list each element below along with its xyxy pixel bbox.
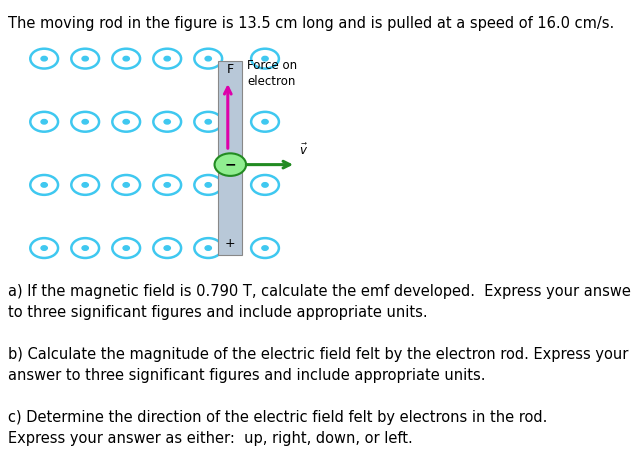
Circle shape [41,183,47,187]
Text: −: − [225,157,236,172]
Circle shape [82,120,88,124]
Circle shape [41,56,47,61]
Text: Force on
electron: Force on electron [247,59,297,87]
Bar [218,61,242,255]
Text: +: + [225,237,235,250]
Circle shape [123,183,129,187]
Circle shape [205,120,211,124]
Circle shape [164,183,170,187]
Text: a) If the magnetic field is 0.790 T, calculate the emf developed.  Express your : a) If the magnetic field is 0.790 T, cal… [8,284,631,320]
Circle shape [262,56,268,61]
Circle shape [164,120,170,124]
Circle shape [262,183,268,187]
Circle shape [205,183,211,187]
Circle shape [164,246,170,250]
Circle shape [215,153,246,176]
Circle shape [205,246,211,250]
Circle shape [123,120,129,124]
Text: c) Determine the direction of the electric field felt by electrons in the rod.
E: c) Determine the direction of the electr… [8,410,548,446]
Circle shape [82,183,88,187]
Circle shape [82,56,88,61]
Circle shape [123,246,129,250]
Text: b) Calculate the magnitude of the electric field felt by the electron rod. Expre: b) Calculate the magnitude of the electr… [8,347,628,383]
Text: $\vec{v}$: $\vec{v}$ [299,143,308,158]
Circle shape [205,56,211,61]
Circle shape [123,56,129,61]
Text: F: F [227,63,234,76]
Circle shape [164,56,170,61]
Circle shape [262,120,268,124]
Circle shape [41,120,47,124]
Text: The moving rod in the figure is 13.5 cm long and is pulled at a speed of 16.0 cm: The moving rod in the figure is 13.5 cm … [8,16,615,31]
Circle shape [82,246,88,250]
Circle shape [41,246,47,250]
Circle shape [262,246,268,250]
